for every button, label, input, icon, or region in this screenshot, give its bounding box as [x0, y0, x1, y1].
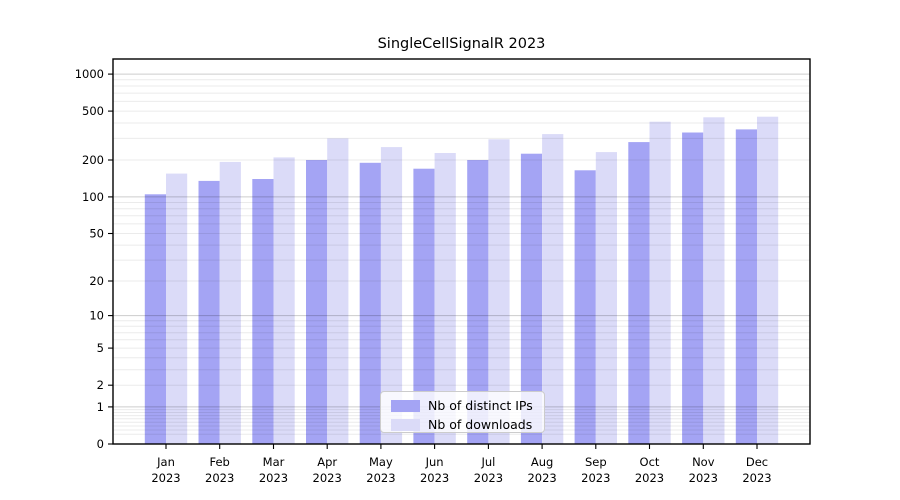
axes-layer: 0 1 2 5 10 20 50 100 200 500 1000 Jan 2023 Feb 2023 Mar…: [75, 58, 811, 485]
gridlines-layer: [113, 73, 810, 435]
bar-distinct-ips-3: [306, 160, 328, 444]
y-tick-label: 20: [89, 274, 104, 288]
chart-title: SingleCellSignalR 2023: [377, 36, 546, 52]
bar-distinct-ips-1: [198, 180, 220, 444]
bar-downloads-0: [166, 173, 188, 444]
bar-distinct-ips-10: [682, 132, 704, 444]
y-tick-label: 1000: [75, 67, 104, 81]
legend-swatch-distinct-ips: [391, 399, 420, 412]
bar-downloads-11: [757, 116, 779, 444]
bar-distinct-ips-2: [252, 179, 274, 444]
x-tick-label: Mar 2023: [259, 455, 288, 485]
x-tick-label: Nov 2023: [689, 455, 718, 485]
legend-item-distinct-ips: Nb of distinct IPs: [391, 396, 544, 415]
x-tick-label: May 2023: [366, 455, 395, 485]
bar-downloads-3: [327, 138, 349, 444]
x-tick-label: Jun 2023: [420, 455, 449, 485]
bars-layer: [144, 116, 779, 445]
y-tick-label: 100: [82, 190, 104, 204]
x-tick-label: Dec 2023: [742, 455, 771, 485]
bar-distinct-ips-9: [628, 142, 650, 444]
bar-downloads-7: [542, 134, 564, 444]
legend-label-downloads: Nb of downloads: [428, 417, 533, 432]
y-tick-label: 1: [97, 400, 104, 414]
x-tick-label: Feb 2023: [205, 455, 234, 485]
bar-downloads-4: [380, 147, 403, 444]
y-tick-label: 200: [82, 153, 104, 167]
x-tick-label: Oct 2023: [635, 455, 664, 485]
legend-swatch-downloads: [391, 418, 420, 431]
bar-downloads-8: [595, 152, 617, 444]
bar-distinct-ips-0: [144, 194, 166, 444]
x-tick-label: Jan 2023: [151, 455, 180, 485]
legend-label-distinct-ips: Nb of distinct IPs: [428, 398, 533, 413]
y-tick-label: 10: [89, 309, 104, 323]
bar-distinct-ips-11: [735, 129, 757, 444]
bar-downloads-6: [488, 139, 510, 445]
bar-distinct-ips-4: [359, 162, 381, 445]
y-tick-label: 5: [97, 341, 104, 355]
bar-downloads-1: [219, 161, 241, 444]
bar-downloads-5: [434, 153, 456, 444]
legend-item-downloads: Nb of downloads: [391, 415, 544, 434]
y-tick-label: 500: [82, 104, 104, 118]
bar-distinct-ips-7: [520, 153, 543, 444]
y-tick-label: 0: [97, 437, 104, 451]
bar-downloads-9: [649, 121, 671, 444]
x-tick-label: Aug 2023: [527, 455, 556, 485]
bar-downloads-2: [273, 157, 295, 444]
x-tick-label: Apr 2023: [313, 455, 342, 485]
x-tick-label: Sep 2023: [581, 455, 610, 485]
y-tick-label: 2: [97, 378, 104, 392]
bar-downloads-10: [703, 117, 725, 445]
bar-distinct-ips-5: [413, 168, 435, 444]
y-tick-label: 50: [89, 227, 104, 241]
bar-distinct-ips-8: [574, 170, 596, 445]
x-tick-label: Jul 2023: [474, 455, 503, 485]
bar-distinct-ips-6: [467, 160, 489, 444]
legend: Nb of distinct IPs Nb of downloads: [380, 391, 545, 433]
plot-box: [112, 58, 811, 445]
